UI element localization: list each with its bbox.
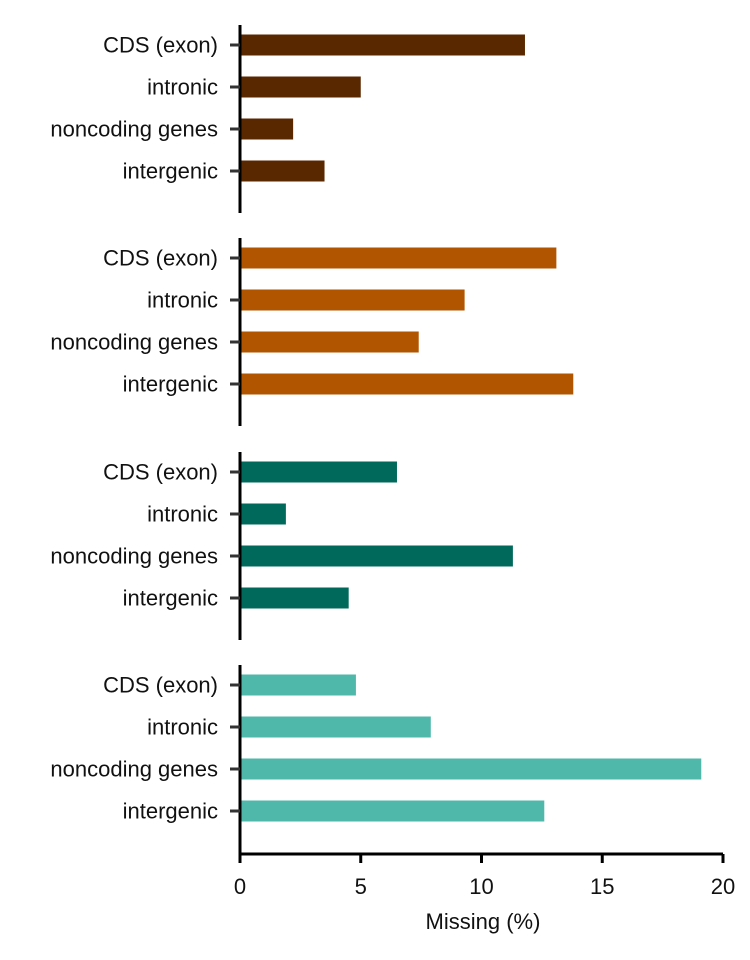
x-tick-label: 15	[590, 874, 614, 899]
y-tick-label: noncoding genes	[50, 117, 218, 142]
x-axis: 0 5 10 15 20	[234, 852, 735, 899]
y-tick-label: CDS (exon)	[103, 246, 218, 271]
bar	[241, 76, 361, 98]
panel-4: CDS (exon) intronic noncoding genes interge…	[50, 665, 702, 854]
bar	[241, 758, 702, 780]
y-tick-label: intronic	[147, 502, 218, 527]
y-tick-label: noncoding genes	[50, 757, 218, 782]
bar	[241, 674, 356, 696]
bar	[241, 118, 294, 140]
x-tick-label: 10	[469, 874, 493, 899]
bar	[241, 461, 397, 483]
y-tick-label: noncoding genes	[50, 330, 218, 355]
y-tick-label: CDS (exon)	[103, 460, 218, 485]
bar	[241, 545, 513, 567]
y-tick-label: CDS (exon)	[103, 33, 218, 58]
bar	[241, 34, 525, 56]
panels: CDS (exon) intronic noncoding genes interge…	[50, 25, 702, 854]
y-tick-label: CDS (exon)	[103, 673, 218, 698]
bar	[241, 503, 286, 525]
bar	[241, 247, 557, 269]
bar	[241, 373, 574, 395]
x-axis-title: Missing (%)	[426, 909, 541, 934]
y-tick-label: intergenic	[123, 372, 218, 397]
bar	[241, 331, 419, 353]
x-tick-label: 20	[711, 874, 735, 899]
y-tick-label: intergenic	[123, 586, 218, 611]
panel-3: CDS (exon) intronic noncoding genes interge…	[50, 452, 513, 640]
panel-2: CDS (exon) intronic noncoding genes interge…	[50, 238, 574, 426]
y-tick-label: intronic	[147, 715, 218, 740]
x-tick-label: 5	[355, 874, 367, 899]
bar	[241, 289, 465, 311]
panel-1: CDS (exon) intronic noncoding genes interge…	[50, 25, 525, 213]
y-tick-label: intronic	[147, 75, 218, 100]
bar	[241, 800, 545, 822]
bar	[241, 587, 349, 609]
y-tick-label: intronic	[147, 288, 218, 313]
y-tick-label: intergenic	[123, 799, 218, 824]
bar	[241, 716, 431, 738]
y-tick-label: intergenic	[123, 159, 218, 184]
bar	[241, 160, 325, 182]
y-tick-label: noncoding genes	[50, 544, 218, 569]
x-tick-label: 0	[234, 874, 246, 899]
